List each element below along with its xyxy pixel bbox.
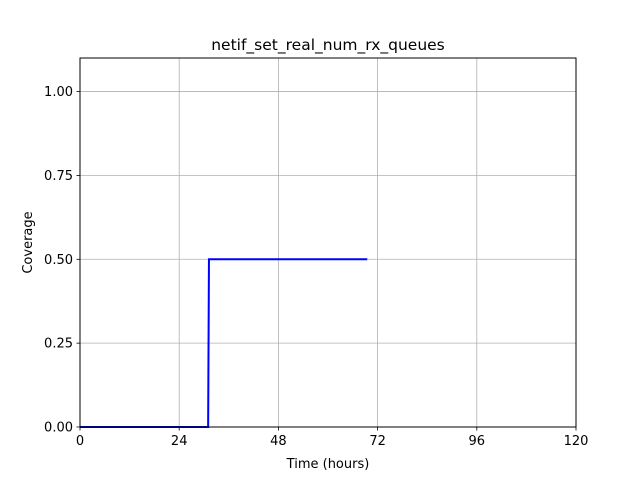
y-tick-label: 0.75: [44, 169, 73, 184]
y-tick-label: 1.00: [44, 85, 73, 100]
y-axis-label: Coverage: [21, 211, 36, 273]
plot-frame: [79, 57, 577, 428]
plot-area-background: [80, 58, 576, 427]
grid-layer: [79, 58, 577, 428]
chart-title: netif_set_real_num_rx_queues: [211, 36, 445, 55]
y-tick-label: 0.25: [44, 337, 73, 352]
x-tick-label: 72: [369, 434, 386, 449]
x-tick-label: 120: [564, 434, 589, 449]
y-tick-label: 0.50: [44, 253, 73, 268]
x-tick-label: 24: [171, 434, 188, 449]
x-tick-label: 96: [469, 434, 486, 449]
y-tick-label: 0.00: [44, 421, 73, 436]
x-tick-label: 48: [270, 434, 287, 449]
x-tick-label: 0: [76, 434, 84, 449]
x-axis-label: Time (hours): [286, 457, 370, 472]
tick-layer: 0 24 48 72 96 120 0.00 0.25 0.50 0.75 1.00: [44, 85, 588, 449]
